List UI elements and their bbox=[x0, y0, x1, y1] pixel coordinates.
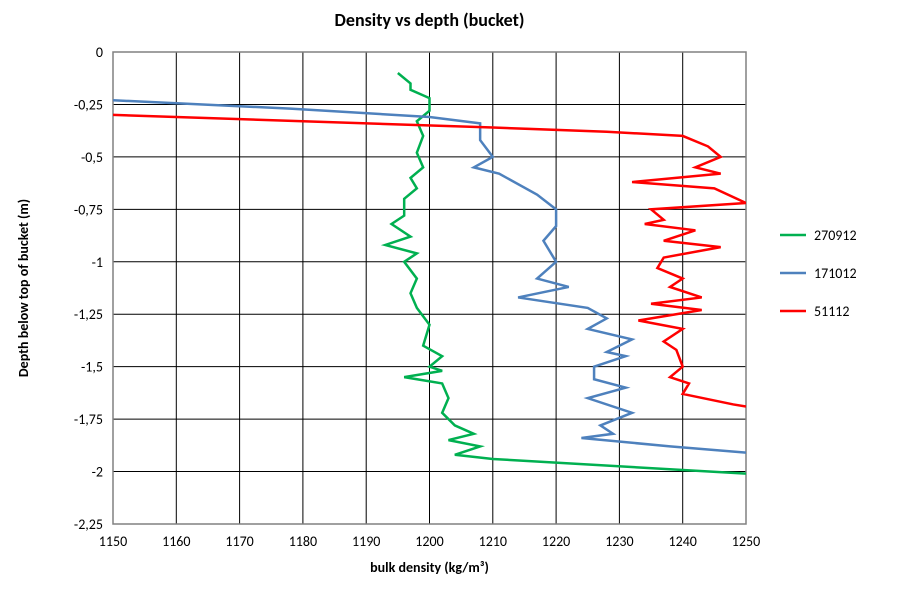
chart-container: Density vs depth (bucket) 1150 1160 1170 118… bbox=[0, 0, 899, 597]
legend-label: 51112 bbox=[814, 303, 849, 320]
y-tick-label: -0,75 bbox=[74, 201, 103, 218]
x-tick-label: 1180 bbox=[289, 533, 317, 550]
series-270912 bbox=[385, 73, 746, 474]
x-axis-label: bulk density (kg/m³) bbox=[370, 559, 489, 576]
x-tick-label: 1250 bbox=[732, 533, 760, 550]
y-tick-label: 0 bbox=[96, 44, 103, 61]
y-axis-label: Depth below top of bucket (m) bbox=[15, 199, 32, 377]
x-tick-label: 1210 bbox=[479, 533, 507, 550]
x-tick-label: 1240 bbox=[669, 533, 697, 550]
y-tick-label: -1,5 bbox=[81, 359, 103, 376]
x-tick-label: 1190 bbox=[352, 533, 380, 550]
y-tick-label: -1,25 bbox=[74, 306, 103, 323]
x-tick-label: 1230 bbox=[605, 533, 633, 550]
y-tick-label: -0,25 bbox=[74, 96, 103, 113]
y-tick-label: -1,75 bbox=[74, 411, 103, 428]
x-tick-label: 1150 bbox=[99, 533, 127, 550]
chart-svg: Density vs depth (bucket) 1150 1160 1170 118… bbox=[0, 0, 899, 597]
x-tick-label: 1170 bbox=[225, 533, 253, 550]
grid bbox=[113, 52, 746, 524]
legend-label: 270912 bbox=[814, 227, 857, 244]
x-tick-label: 1200 bbox=[415, 533, 443, 550]
x-tick-label: 1160 bbox=[162, 533, 190, 550]
y-tick-label: -0,5 bbox=[81, 149, 103, 166]
y-tick-label: -1 bbox=[92, 254, 103, 271]
legend: 270912 171012 51112 bbox=[780, 227, 857, 320]
y-tick-label: -2,25 bbox=[74, 516, 103, 533]
legend-label: 171012 bbox=[814, 265, 857, 282]
x-tick-label: 1220 bbox=[542, 533, 570, 550]
chart-title: Density vs depth (bucket) bbox=[335, 9, 525, 31]
y-tick-label: -2 bbox=[92, 464, 103, 481]
